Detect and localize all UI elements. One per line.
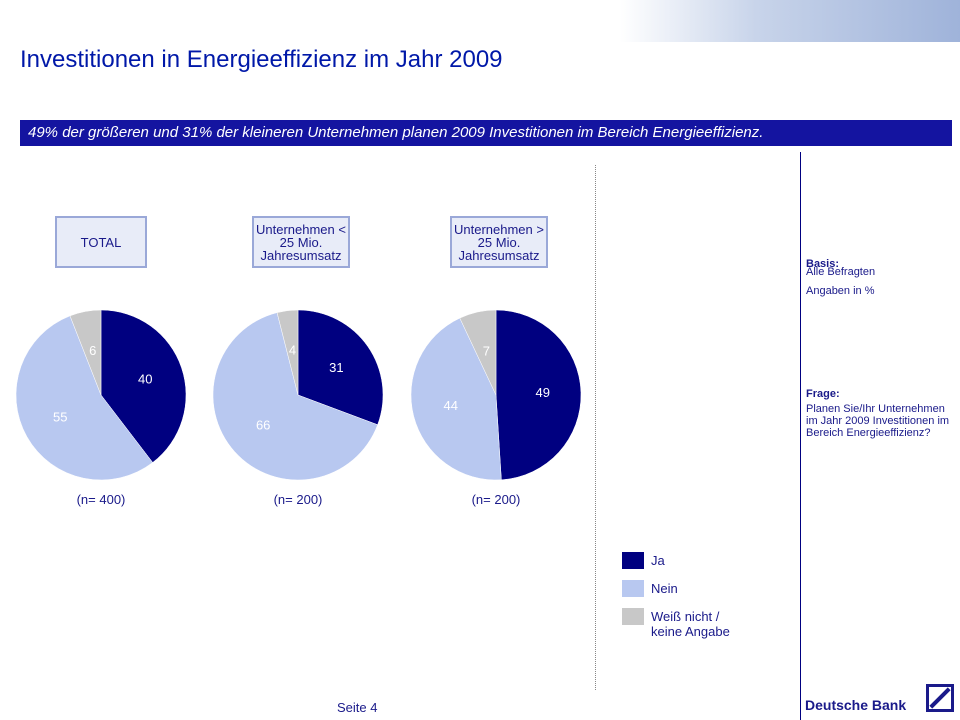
data-label: 7 [483,343,490,358]
divider [595,165,596,690]
title: Investitionen in Energieeffizienz im Jah… [20,46,503,73]
data-label: 31 [329,360,343,375]
subtitle-banner: 49% der größeren und 31% der kleineren U… [20,120,952,146]
legend-swatch [622,608,644,625]
logo [926,684,954,712]
basis-label: Basis: [806,258,840,270]
brand: Deutsche Bank [805,697,907,713]
pie-slice [100,309,187,463]
basis-text: Alle Befragten [806,266,876,278]
divider [800,152,801,720]
question-text: Planen Sie/Ihr Unternehmen im Jahr 2009 … [806,403,950,439]
data-label: 4 [289,343,296,358]
pie-slice [212,312,378,481]
pie-slice [15,315,154,481]
chart-title: Unternehmen < 25 Mio. Jahresumsatz [252,216,350,268]
data-label: 6 [89,343,96,358]
pie-slice [297,309,384,426]
header-decoration [620,0,960,42]
sample-size: (n= 200) [273,492,323,507]
data-label: 44 [443,398,457,413]
chart-title: Unternehmen > 25 Mio. Jahresumsatz [450,216,548,268]
question-label: Frage: [806,388,840,400]
data-label: 55 [53,409,67,424]
data-label: 40 [138,371,152,386]
pie-slice [495,309,582,481]
data-label: 66 [256,418,270,433]
data-label: 49 [535,385,549,400]
chart-title: TOTAL [55,216,147,268]
legend-swatch [622,580,644,597]
legend-label: Nein [651,581,678,596]
unit: Angaben in % [806,285,875,297]
legend-label: Weiß nicht / keine Angabe [651,609,730,639]
legend-swatch [622,552,644,569]
pie-slice [459,309,497,396]
sample-size: (n= 400) [76,492,126,507]
sample-size: (n= 200) [471,492,521,507]
pie-slice [69,309,102,396]
page-number: Seite 4 [337,700,378,715]
pie-slice [276,309,299,396]
legend-label: Ja [651,553,665,568]
